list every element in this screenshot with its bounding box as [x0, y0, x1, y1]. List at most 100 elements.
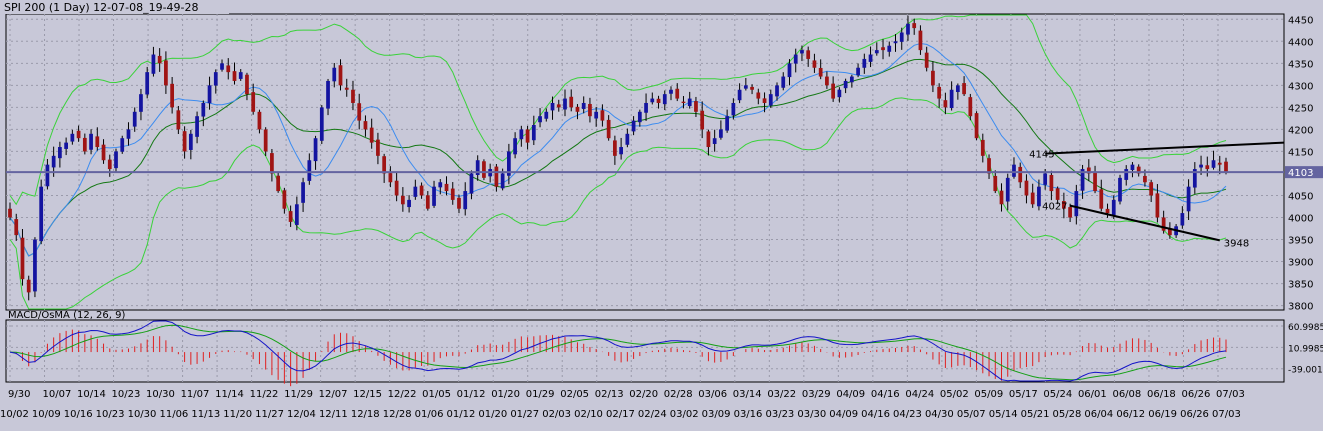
candle-bullish	[781, 76, 786, 88]
candle-bullish	[463, 191, 468, 210]
macd-y-tick-label: 10.9985	[1288, 344, 1323, 354]
candle-bearish	[1099, 189, 1104, 209]
x-tick-label-top: 02/05	[560, 389, 589, 400]
x-tick-label-top: 06/08	[1112, 389, 1141, 400]
candle-bullish	[868, 54, 873, 62]
x-tick-label-bottom: 02/03	[542, 409, 571, 420]
candle-bearish	[556, 104, 561, 108]
candle-bullish	[550, 102, 555, 111]
candle-bearish	[681, 101, 686, 103]
candle-bearish	[1224, 161, 1228, 173]
candle-bullish	[800, 50, 804, 54]
candle-bullish	[775, 85, 779, 97]
x-tick-label-bottom: 02/24	[638, 409, 667, 420]
x-tick-label-top: 07/03	[1216, 389, 1245, 400]
candle-bearish	[968, 97, 973, 117]
macd-y-axis: 60.9985 10.9985 -39.001	[1288, 323, 1323, 376]
candle-bearish	[8, 208, 12, 218]
candle-bullish	[332, 67, 337, 82]
price-panel	[5, 13, 1285, 311]
candle-bearish	[382, 156, 387, 174]
x-tick-label-top: 10/23	[112, 389, 141, 400]
candle-bearish	[1068, 207, 1072, 218]
candle-bearish	[750, 86, 754, 90]
candle-bearish	[756, 92, 761, 99]
candle-bearish	[270, 153, 274, 174]
x-tick-label-bottom: 05/28	[1053, 409, 1082, 420]
candle-bullish	[139, 94, 143, 112]
macd-gridlines	[6, 320, 1284, 382]
candle-bullish	[519, 129, 524, 140]
x-tick-label-bottom: 01/06	[415, 409, 444, 420]
macd-indicator	[9, 320, 1227, 387]
candle-bearish	[232, 71, 237, 81]
x-tick-label-bottom: 04/23	[893, 409, 922, 420]
y-tick-label: 3850	[1288, 280, 1313, 291]
x-tick-label-top: 02/28	[664, 389, 693, 400]
candle-bearish	[338, 65, 343, 86]
candle-bullish	[563, 98, 567, 110]
candle-bullish	[874, 50, 879, 54]
candle-bullish	[188, 133, 193, 150]
x-tick-label-bottom: 04/30	[925, 409, 954, 420]
x-tick-label-top: 12/07	[319, 389, 348, 400]
candle-bearish	[931, 70, 935, 86]
candle-bearish	[762, 98, 767, 103]
candle-bullish	[843, 80, 848, 89]
x-tick-label-bottom: 04/09	[829, 409, 858, 420]
x-tick-label-bottom: 02/17	[606, 409, 635, 420]
candle-bullish	[712, 138, 717, 144]
x-tick-label-bottom: 10/23	[96, 409, 125, 420]
x-axis: 9/30 10/07 10/14 10/23 10/30 11/07 11/14 11/22 1…	[0, 389, 1245, 420]
x-tick-label-top: 11/07	[181, 389, 210, 400]
bollinger-upper-band	[9, 14, 1227, 206]
candle-bullish	[33, 239, 37, 292]
y-tick-label: 4300	[1288, 81, 1313, 92]
candle-bearish	[943, 100, 948, 108]
candle-bullish	[301, 182, 305, 203]
candle-bullish	[326, 80, 330, 109]
candle-bullish	[1180, 213, 1185, 226]
x-tick-label-top: 06/26	[1181, 389, 1210, 400]
candle-bearish	[170, 83, 175, 108]
candle-bearish	[700, 110, 705, 130]
candle-bearish	[1217, 162, 1222, 165]
x-tick-label-bottom: 06/19	[1148, 409, 1177, 420]
candle-bullish	[955, 85, 960, 93]
x-tick-label-bottom: 06/12	[1116, 409, 1145, 420]
overlay-lines: 4145 4027 3948	[6, 141, 1285, 249]
candle-bearish	[82, 137, 87, 152]
candle-bearish	[1030, 192, 1035, 205]
x-tick-label-bottom: 06/04	[1084, 409, 1113, 420]
candle-bullish	[120, 138, 125, 152]
x-tick-label-bottom: 03/09	[702, 409, 731, 420]
signal-line	[9, 324, 1227, 381]
candle-bearish	[600, 110, 605, 121]
candle-bearish	[400, 195, 405, 205]
moving-average-line	[9, 42, 1227, 257]
x-tick-label-top: 02/20	[629, 389, 658, 400]
x-tick-label-top: 03/14	[733, 389, 762, 400]
candle-bullish	[45, 164, 50, 187]
candle-bearish	[993, 175, 998, 192]
candle-bearish	[394, 180, 399, 196]
macd-y-tick-label: 60.9985	[1288, 323, 1323, 333]
candle-bearish	[482, 161, 486, 178]
candle-bearish	[444, 183, 449, 192]
candle-bullish	[58, 147, 62, 159]
candle-bullish	[89, 133, 93, 150]
candle-bullish	[1199, 164, 1203, 168]
x-tick-label-top: 04/16	[871, 389, 900, 400]
candle-bullish	[1043, 173, 1048, 185]
candle-bearish	[1055, 188, 1060, 200]
candle-bearish	[388, 173, 393, 183]
x-tick-label-bottom: 05/21	[1021, 409, 1050, 420]
candle-bullish	[862, 58, 867, 68]
candle-bullish	[619, 147, 623, 155]
candle-bullish	[544, 111, 549, 119]
candle-bearish	[351, 89, 355, 103]
candle-bullish	[407, 199, 411, 208]
annotation-label: 3948	[1224, 238, 1249, 249]
x-tick-label-top: 01/29	[526, 389, 555, 400]
candle-bearish	[369, 127, 374, 143]
